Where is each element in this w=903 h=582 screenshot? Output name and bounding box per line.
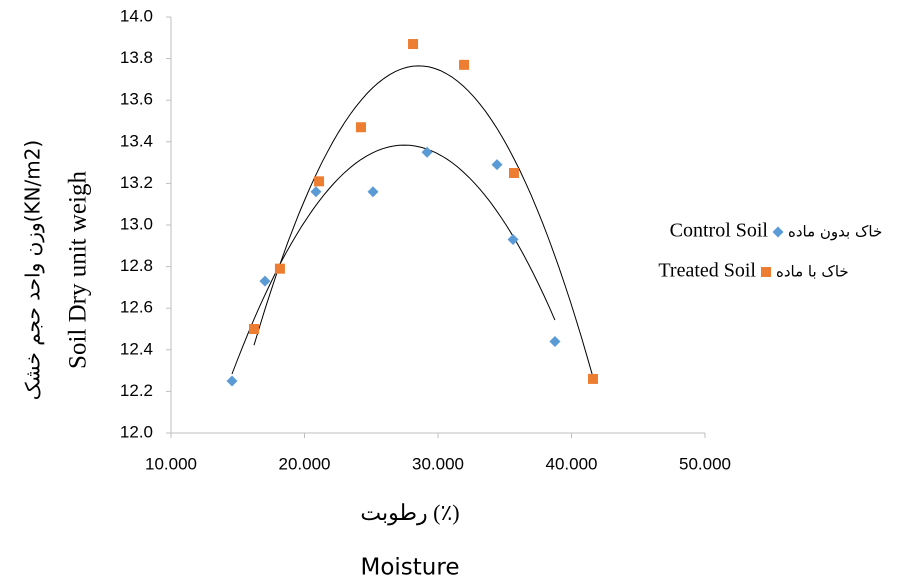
legend-label-en: Treated Soil	[658, 260, 756, 282]
y-tick-label: 12.8	[120, 256, 153, 275]
y-tick-label: 13.0	[120, 214, 153, 233]
point	[249, 324, 260, 334]
y-tick-label: 14.0	[120, 6, 153, 25]
x-axis-title: رطوبت (٪)	[360, 500, 459, 526]
y-tick-label: 12.2	[120, 381, 153, 400]
y-tick-label: 12.0	[120, 422, 153, 441]
point	[259, 275, 271, 287]
x-axis-title-en: Moisture	[361, 555, 460, 581]
legend-label-en: Control Soil	[670, 220, 769, 242]
y-axis-title: وزن واحد حجم خشک(KN/m2)	[21, 140, 45, 400]
point	[508, 168, 519, 178]
y-tick-label: 13.6	[120, 90, 153, 109]
trendline	[253, 65, 594, 378]
y-tick-label: 13.2	[120, 173, 153, 192]
y-tick-label: 13.8	[120, 48, 153, 67]
point	[587, 373, 598, 384]
point	[274, 263, 285, 274]
x-tick-label: 10.000	[145, 454, 197, 473]
point	[459, 59, 470, 70]
point	[549, 335, 561, 347]
x-tick-label: 40.000	[546, 454, 598, 473]
point	[226, 375, 238, 387]
point	[314, 176, 325, 187]
y-tick-label: 13.4	[120, 131, 153, 150]
point	[310, 186, 322, 198]
y-axis-title-en: Soil Dry unit weigh	[65, 171, 92, 369]
point	[355, 122, 366, 133]
point	[507, 234, 519, 246]
y-tick-label: 12.4	[120, 339, 153, 358]
x-tick-label: 20.000	[279, 454, 331, 473]
point	[491, 159, 503, 171]
trendline	[231, 144, 556, 375]
legend-marker	[761, 267, 771, 277]
point	[408, 39, 419, 50]
x-tick-label: 30.000	[412, 454, 464, 473]
y-tick-label: 12.6	[120, 298, 153, 317]
point	[367, 186, 379, 198]
legend-label: خاک بدون ماده	[788, 223, 882, 241]
legend-marker	[772, 226, 784, 238]
point	[421, 146, 433, 158]
legend-label: خاک با ماده	[776, 263, 849, 281]
x-tick-label: 50.000	[679, 454, 731, 473]
